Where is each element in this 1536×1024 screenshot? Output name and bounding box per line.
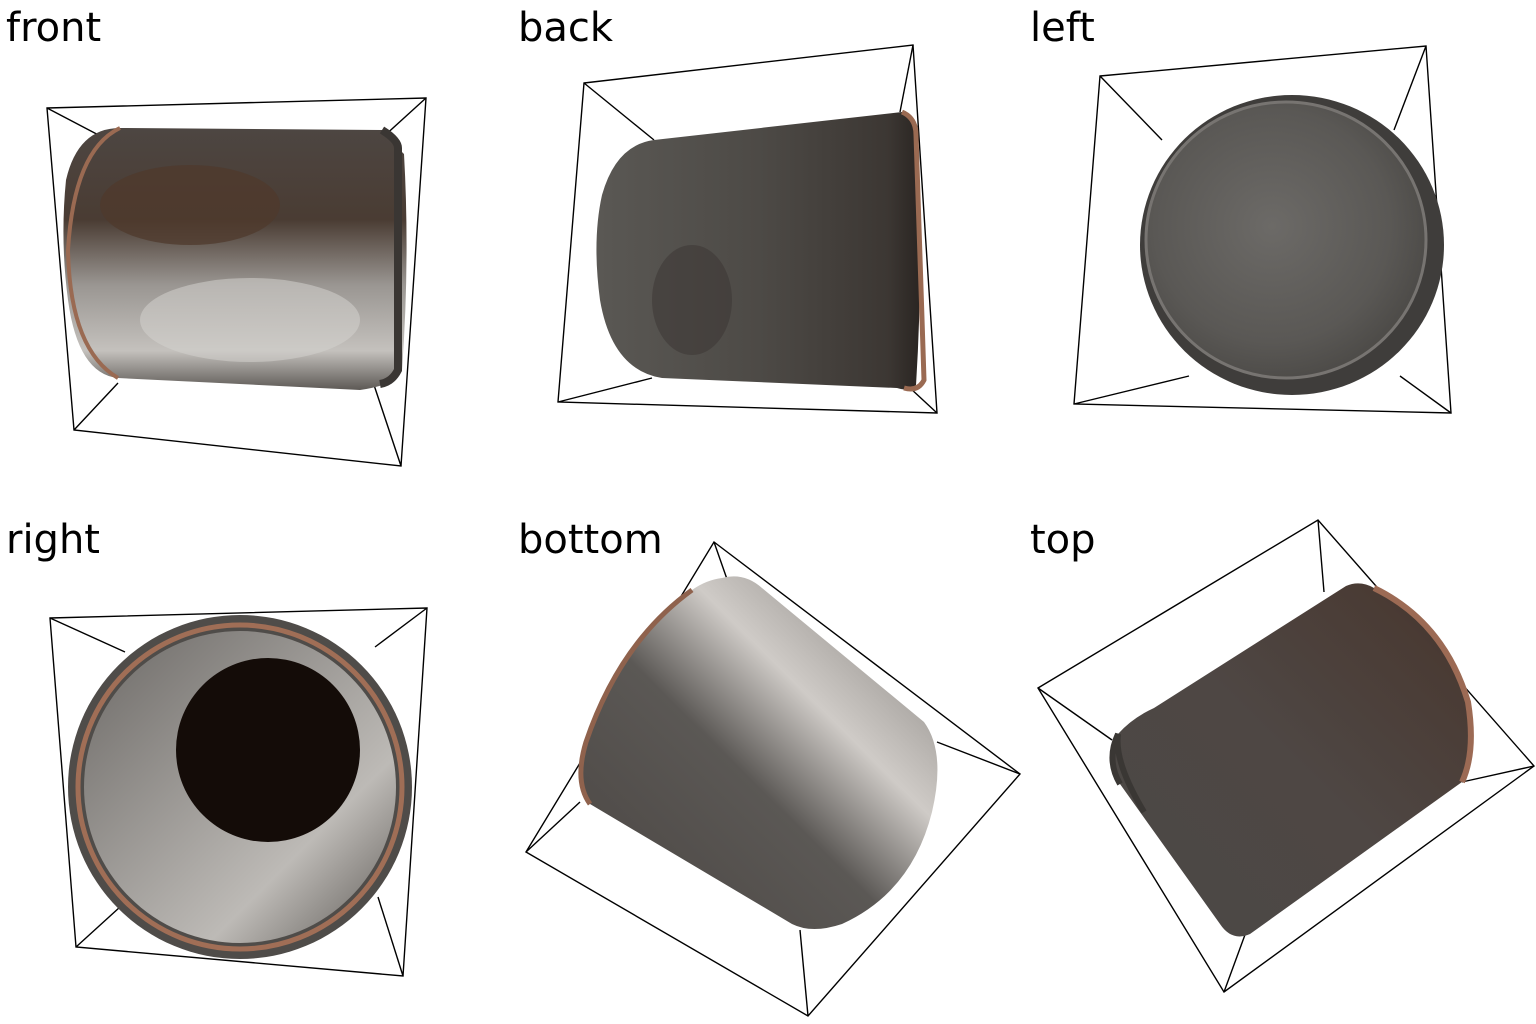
object-cylinder xyxy=(1109,583,1474,937)
object-cylinder xyxy=(578,576,938,929)
view-label: back xyxy=(518,5,614,51)
view-label: bottom xyxy=(518,517,663,563)
bottom-render xyxy=(525,540,1022,1017)
object-cylinder xyxy=(63,126,407,390)
view-label: top xyxy=(1030,517,1096,563)
object-cylinder xyxy=(1140,95,1444,395)
left-render xyxy=(1073,45,1452,414)
object-cylinder xyxy=(68,615,412,959)
right-render xyxy=(49,607,428,977)
view-panel-top: top xyxy=(1024,512,1536,1024)
object-cylinder xyxy=(596,109,927,392)
view-panel-left: left xyxy=(1024,0,1536,512)
view-label: front xyxy=(6,5,102,51)
view-panel-back: back xyxy=(512,0,1024,512)
front-render xyxy=(46,97,427,467)
top-render xyxy=(1037,519,1536,994)
view-panel-bottom: bottom xyxy=(512,512,1024,1024)
back-render xyxy=(557,44,938,414)
view-panel-right: right xyxy=(0,512,512,1024)
view-label: left xyxy=(1030,5,1095,51)
view-panel-front: front xyxy=(0,0,512,512)
view-label: right xyxy=(6,517,100,563)
